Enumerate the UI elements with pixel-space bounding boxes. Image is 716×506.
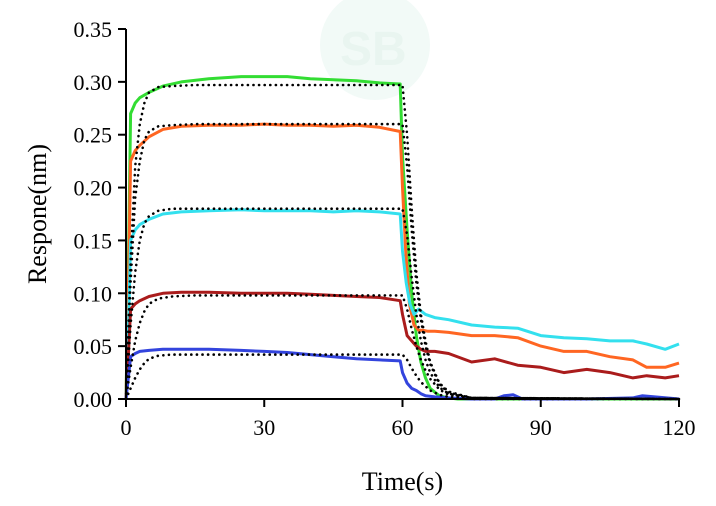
series-line-5 xyxy=(124,347,680,401)
plot-area xyxy=(124,75,681,401)
svg-text:SB: SB xyxy=(340,23,407,76)
y-tick-label: 0.05 xyxy=(74,334,113,359)
y-tick-label: 0.20 xyxy=(74,176,113,201)
y-axis-title: Respone(nm) xyxy=(23,144,52,284)
series-line-3 xyxy=(124,208,680,400)
watermark-logo: SB xyxy=(320,0,430,100)
series-line-4 xyxy=(124,290,680,400)
y-tick-label: 0.10 xyxy=(74,281,113,306)
fit-curve-1 xyxy=(124,83,681,401)
fit-curve-3 xyxy=(124,207,681,401)
x-tick-label: 120 xyxy=(663,415,696,440)
x-tick-label: 30 xyxy=(253,415,275,440)
series-line-2 xyxy=(124,122,680,400)
y-tick-label: 0.00 xyxy=(74,387,113,412)
fit-curve-2 xyxy=(124,122,681,401)
series-line-1 xyxy=(124,75,679,401)
x-tick-label: 60 xyxy=(392,415,414,440)
y-tick-label: 0.15 xyxy=(74,228,113,253)
x-tick-label: 90 xyxy=(530,415,552,440)
x-ticks: 0 30 60 90 120 xyxy=(121,399,696,440)
y-tick-label: 0.30 xyxy=(74,70,113,95)
y-tick-label: 0.25 xyxy=(74,123,113,148)
y-tick-label: 0.35 xyxy=(74,17,113,42)
x-tick-label: 0 xyxy=(121,415,132,440)
y-ticks: 0.00 0.05 0.10 0.15 0.20 0.25 0.30 0.35 xyxy=(74,17,126,412)
fit-curve-4 xyxy=(124,294,681,401)
x-axis-title: Time(s) xyxy=(362,467,443,496)
fit-curve-5 xyxy=(124,353,681,401)
